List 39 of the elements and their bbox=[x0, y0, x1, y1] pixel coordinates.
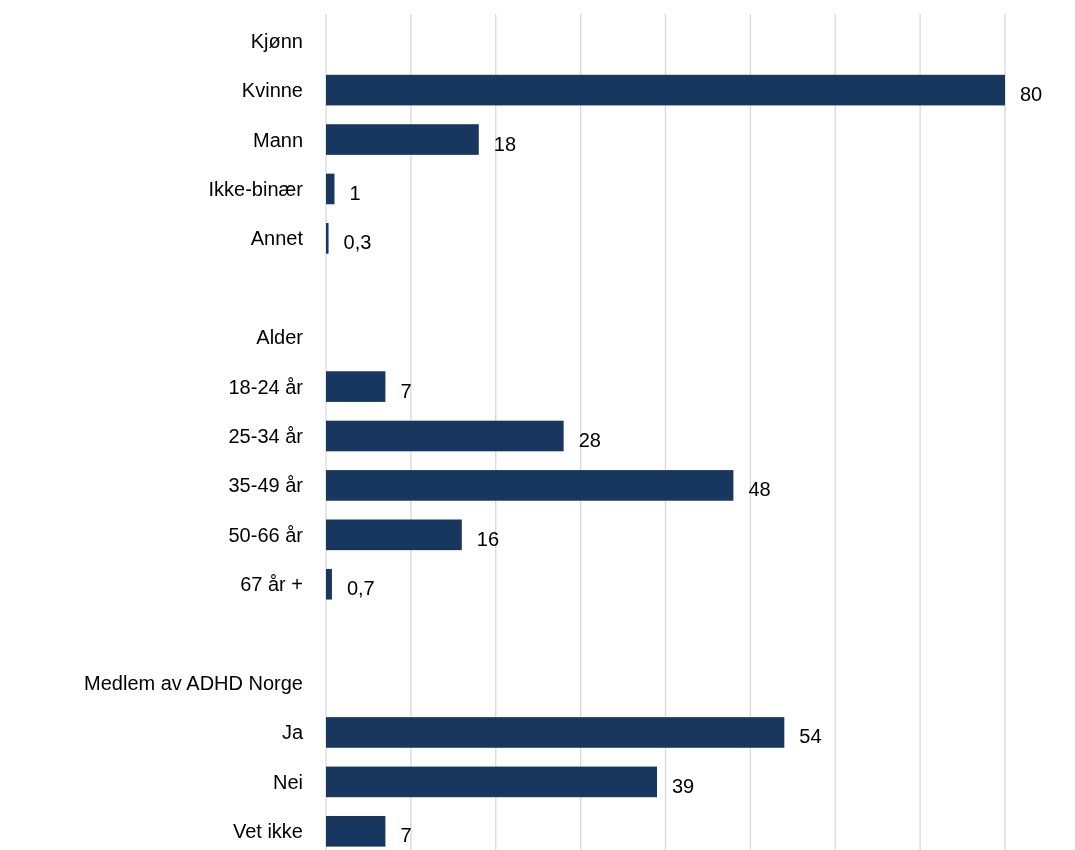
y-tick-label: 25-34 år bbox=[228, 425, 304, 447]
bar bbox=[326, 420, 564, 452]
bar bbox=[326, 371, 386, 402]
bar bbox=[326, 568, 332, 600]
y-tick-label: 67 år + bbox=[240, 573, 303, 596]
y-tick-label: Ja bbox=[281, 721, 304, 744]
bar bbox=[326, 717, 785, 748]
bar bbox=[326, 470, 734, 501]
data-label: 39 bbox=[672, 774, 695, 797]
y-tick-label: 18-24 år bbox=[228, 375, 304, 398]
y-tick-label: Alder bbox=[256, 326, 304, 349]
data-label: 0,7 bbox=[346, 577, 375, 600]
data-label: 7 bbox=[400, 379, 412, 402]
data-label: 80 bbox=[1020, 83, 1043, 106]
data-label: 28 bbox=[578, 429, 601, 451]
bar bbox=[326, 766, 658, 798]
data-label: 0,3 bbox=[343, 231, 372, 254]
data-label: 18 bbox=[493, 132, 517, 155]
y-tick-label: Medlem av ADHD Norge bbox=[84, 672, 303, 695]
y-tick-label: 35-49 år bbox=[228, 474, 304, 497]
bar bbox=[326, 815, 386, 847]
bar bbox=[326, 519, 462, 551]
data-label: 48 bbox=[748, 478, 771, 501]
data-label: 16 bbox=[476, 527, 500, 550]
bar bbox=[326, 173, 335, 205]
y-tick-label: Kjønn bbox=[250, 29, 303, 52]
bar bbox=[326, 74, 1005, 106]
data-label: 1 bbox=[349, 181, 361, 204]
y-tick-label: Annet bbox=[250, 227, 304, 250]
bar bbox=[326, 124, 479, 155]
y-tick-label: Kvinne bbox=[241, 79, 303, 102]
y-tick-label: Ikke-binær bbox=[208, 177, 304, 200]
data-label: 54 bbox=[799, 725, 822, 748]
y-tick-label: 50-66 år bbox=[228, 523, 304, 546]
bar bbox=[326, 223, 329, 254]
y-tick-label: Mann bbox=[252, 128, 303, 151]
data-label: 7 bbox=[400, 824, 412, 847]
y-tick-label: Nei bbox=[272, 770, 303, 793]
y-tick-label: Vet ikke bbox=[232, 820, 303, 843]
